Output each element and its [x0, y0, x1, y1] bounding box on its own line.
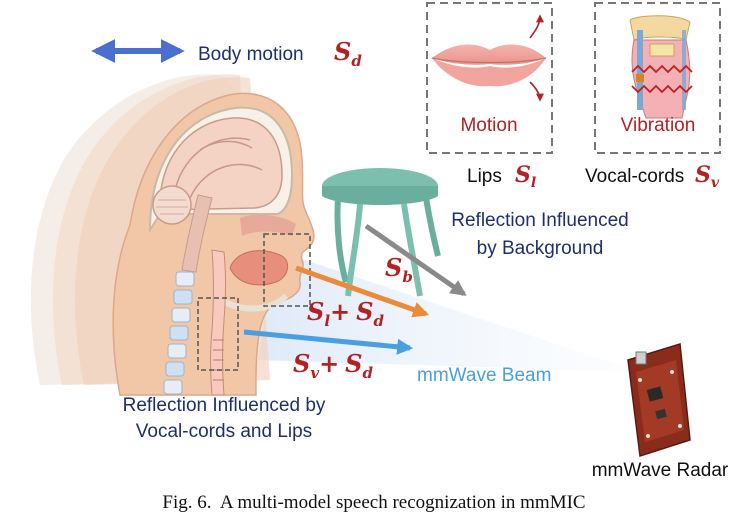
vocal-cords-icon [629, 15, 693, 119]
lips-icon [431, 44, 547, 87]
lips-motion-label: Motion [460, 115, 517, 136]
vocal-reflection-label-line2: Vocal-cords and Lips [136, 421, 312, 442]
lips-label: Lips [467, 166, 502, 187]
head-illustration [112, 92, 315, 396]
beam-arrow [243, 329, 414, 355]
background-reflection-label-line2: by Background [477, 238, 604, 259]
vocal-reflection-label-line1: Reflection Influenced by [123, 395, 326, 416]
radar-device [627, 343, 691, 457]
body-motion-label: Body motion [198, 44, 304, 65]
figure-caption: Fig. 6. A multi-model speech recognizati… [162, 492, 585, 513]
lips-reflection-arrow [295, 265, 430, 318]
lips-signal-symbol: Sl+ Sd [307, 297, 385, 330]
vocal-signal-symbol: Sv+ Sd [293, 349, 374, 382]
lips-focus-box [263, 233, 311, 307]
beam-label: mmWave Beam [417, 365, 551, 386]
vocal-cords-label: Vocal-cords [585, 166, 684, 187]
lips-symbol: Sl [515, 162, 536, 191]
lips-motion-down-arrow [529, 81, 544, 102]
radar-label: mmWave Radar [592, 460, 729, 481]
vocal-cords-focus-box [197, 297, 239, 371]
lips-motion-up-arrow [529, 14, 544, 39]
table-icon [322, 168, 441, 297]
background-reflection-label-line1: Reflection Influenced [451, 210, 628, 231]
vocal-vibration-label: Vibration [621, 115, 696, 136]
vocal-cords-symbol: Sv [695, 162, 720, 191]
background-reflection-arrow [364, 223, 467, 297]
background-signal-symbol: Sb [385, 253, 413, 286]
body-motion-symbol: Sd [334, 37, 362, 70]
